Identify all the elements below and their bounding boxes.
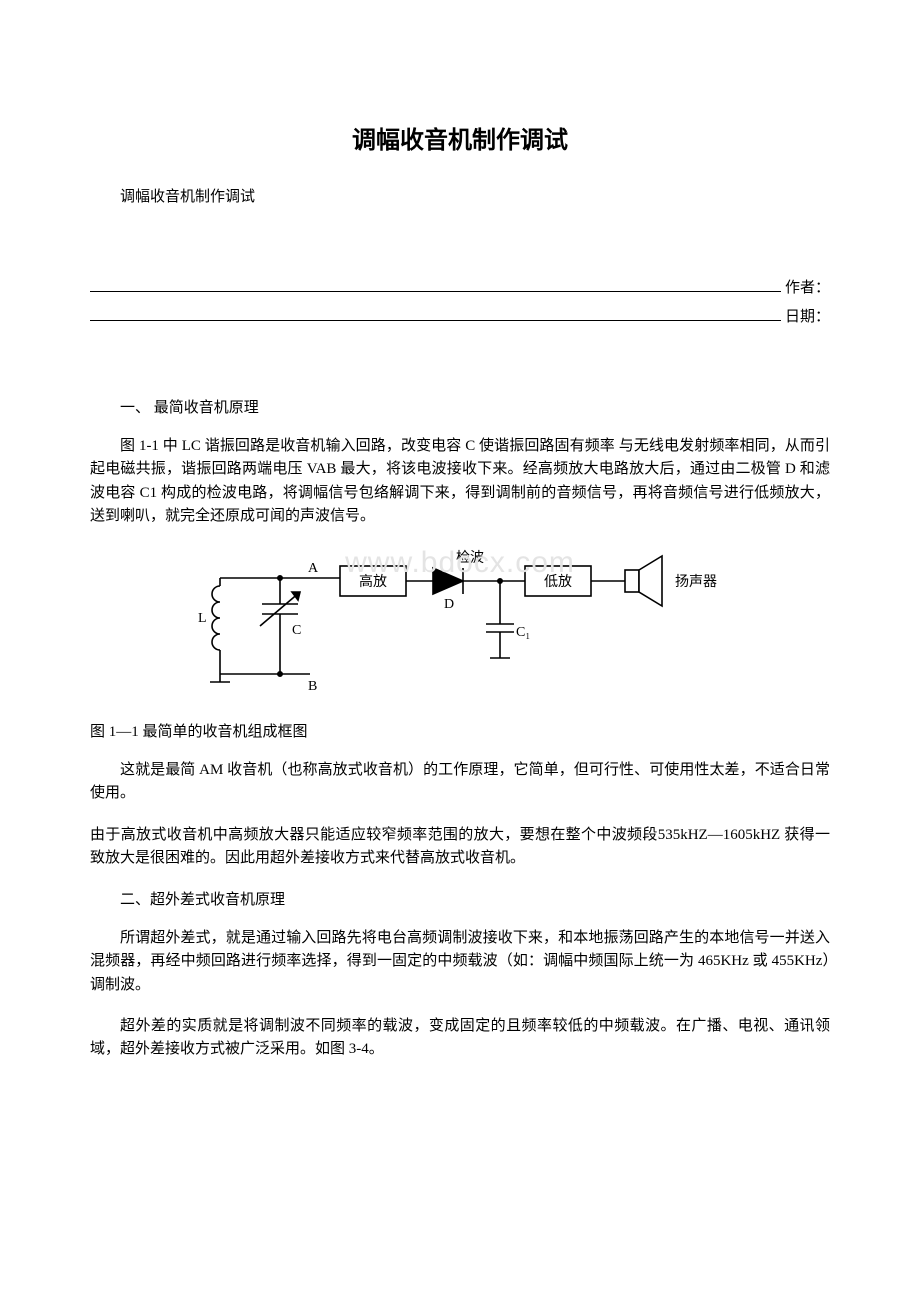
label-speaker: 扬声器 (675, 574, 717, 590)
meta-lines: 作者： 日期： (90, 276, 830, 326)
label-d: D (444, 597, 454, 612)
label-a: A (308, 561, 319, 576)
author-label: 作者： (781, 276, 830, 297)
date-line: 日期： (90, 305, 830, 326)
label-amp2: 低放 (544, 574, 572, 590)
label-c1: C₁ (516, 625, 530, 640)
figure-caption-1: 图 1—1 最简单的收音机组成框图 (90, 720, 830, 741)
block-diagram: A B L C D C₁ 高放 检波 低放 扬声器 (180, 546, 740, 706)
author-rule (90, 276, 781, 292)
subtitle: 调幅收音机制作调试 (90, 185, 830, 206)
section1-p1: 图 1-1 中 LC 谐振回路是收音机输入回路，改变电容 C 使谐振回路固有频率… (90, 435, 830, 528)
page-title: 调幅收音机制作调试 (90, 120, 830, 155)
section2-p2: 超外差的实质就是将调制波不同频率的载波，变成固定的且频率较低的中频载波。在广播、… (90, 1015, 830, 1062)
label-c: C (292, 623, 301, 638)
label-amp1: 高放 (359, 573, 387, 590)
section1-p3: 由于高放式收音机中高频放大器只能适应较窄频率范围的放大，要想在整个中波频段535… (90, 824, 830, 871)
section1-heading: 一、 最简收音机原理 (90, 396, 830, 417)
label-b: B (308, 679, 317, 694)
section2-heading: 二、超外差式收音机原理 (90, 888, 830, 909)
date-rule (90, 305, 781, 321)
label-detect: 检波 (456, 550, 484, 566)
label-l: L (198, 611, 207, 626)
section2-p1: 所谓超外差式，就是通过输入回路先将电台高频调制波接收下来，和本地振荡回路产生的本… (90, 927, 830, 997)
diagram-figure: www.bdocx.com (90, 546, 830, 706)
author-line: 作者： (90, 276, 830, 297)
section1-p2: 这就是最简 AM 收音机（也称高放式收音机）的工作原理，它简单，但可行性、可使用… (90, 759, 830, 806)
date-label: 日期： (781, 305, 830, 326)
